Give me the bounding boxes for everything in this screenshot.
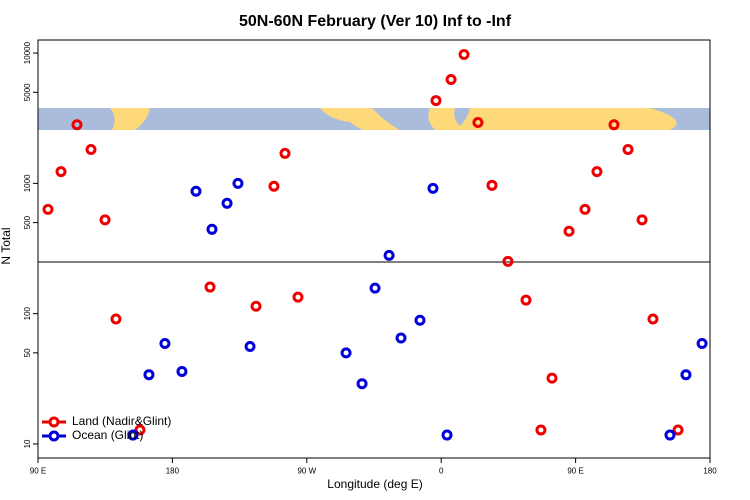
point <box>99 214 111 226</box>
point <box>250 300 262 312</box>
point <box>134 424 146 436</box>
point <box>221 197 233 209</box>
point <box>563 225 575 237</box>
point <box>110 313 122 325</box>
x-axis-label: Longitude (deg E) <box>327 477 422 491</box>
map-ocean <box>135 108 365 130</box>
legend-label: Land (Nadir&Glint) <box>72 414 171 428</box>
point <box>127 429 139 441</box>
plot-frame <box>37 39 711 459</box>
point <box>204 281 216 293</box>
point <box>176 365 188 377</box>
x-tick-label: 90 E <box>567 467 583 476</box>
x-tick-label: 90 W <box>297 467 316 476</box>
point <box>520 294 532 306</box>
point <box>622 143 634 155</box>
y-tick-label: 10 <box>23 439 32 448</box>
map-ocean <box>372 108 435 130</box>
x-tick-label: 0 <box>439 467 444 476</box>
point <box>244 340 256 352</box>
map-ocean <box>650 108 710 130</box>
point <box>680 369 692 381</box>
legend-label: Ocean (Glint) <box>72 428 143 442</box>
point <box>696 338 708 350</box>
point <box>546 372 558 384</box>
point <box>472 117 484 129</box>
point <box>206 223 218 235</box>
y-tick-label: 1000 <box>23 174 32 192</box>
point <box>395 332 407 344</box>
point <box>458 49 470 61</box>
point <box>427 182 439 194</box>
legend-marker <box>48 416 60 428</box>
point <box>672 424 684 436</box>
y-axis-label: N Total <box>0 227 13 264</box>
point <box>71 119 83 131</box>
point <box>535 424 547 436</box>
point <box>441 429 453 441</box>
point <box>664 429 676 441</box>
point <box>636 214 648 226</box>
point <box>356 378 368 390</box>
point <box>340 347 352 359</box>
x-tick-label: 180 <box>166 467 180 476</box>
map-band <box>38 108 710 130</box>
legend-marker <box>48 430 60 442</box>
point <box>143 369 155 381</box>
point <box>608 119 620 131</box>
point <box>486 179 498 191</box>
y-tick-label: 5000 <box>23 83 32 101</box>
y-tick-label: 10000 <box>23 41 32 64</box>
point <box>502 255 514 267</box>
point <box>268 180 280 192</box>
point <box>42 203 54 215</box>
point <box>647 313 659 325</box>
point <box>369 282 381 294</box>
point <box>85 143 97 155</box>
point <box>292 291 304 303</box>
x-tick-label: 90 E <box>30 467 46 476</box>
point <box>159 338 171 350</box>
point <box>414 314 426 326</box>
y-tick-label: 500 <box>23 215 32 229</box>
map-ocean <box>38 108 115 130</box>
y-tick-label: 50 <box>23 348 32 357</box>
point <box>190 185 202 197</box>
x-tick-label: 180 <box>703 467 717 476</box>
point <box>232 177 244 189</box>
point <box>591 166 603 178</box>
point <box>579 203 591 215</box>
point <box>383 249 395 261</box>
point <box>55 166 67 178</box>
y-tick-label: 100 <box>23 306 32 320</box>
point <box>279 147 291 159</box>
point <box>430 95 442 107</box>
point <box>445 73 457 85</box>
chart-title: 50N-60N February (Ver 10) Inf to -Inf <box>239 13 512 30</box>
map-ocean <box>454 108 470 126</box>
